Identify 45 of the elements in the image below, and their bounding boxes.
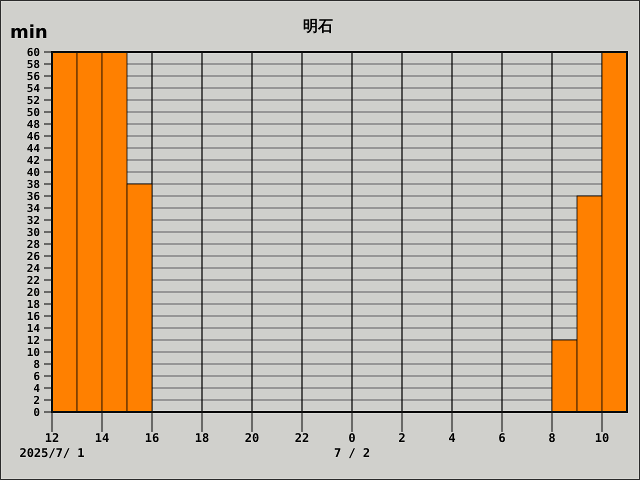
y-tick-label: 12 <box>26 334 40 347</box>
y-tick-label: 10 <box>26 346 40 359</box>
x-tick-label: 12 2025/7/ 1 <box>19 431 85 460</box>
y-tick-label: 26 <box>26 250 40 263</box>
y-tick-label: 30 <box>26 226 40 239</box>
y-tick-label: 24 <box>26 262 40 275</box>
y-tick-label: 4 <box>33 382 40 395</box>
y-tick-label: 46 <box>26 130 40 143</box>
x-tick-label: 16 <box>144 431 160 445</box>
x-tick-label: 10 <box>594 431 610 445</box>
x-tick-label: 22 <box>294 431 310 445</box>
y-tick-label: 2 <box>33 394 40 407</box>
y-tick-label: 18 <box>26 298 40 311</box>
x-tick-label: 18 <box>194 431 210 445</box>
chart-title: 明石 <box>303 17 333 35</box>
y-tick-label: 44 <box>26 142 40 155</box>
y-tick-label: 60 <box>26 46 40 59</box>
y-tick-label: 6 <box>33 370 40 383</box>
x-tick-label: 0 7 / 2 <box>334 431 370 460</box>
y-tick-label: 38 <box>26 178 40 191</box>
y-tick-label: 22 <box>26 274 40 287</box>
y-tick-label: 34 <box>26 202 40 215</box>
y-tick-label: 56 <box>26 70 40 83</box>
y-tick-label: 36 <box>26 190 40 203</box>
y-axis-title: min <box>10 22 48 43</box>
y-tick-label: 20 <box>26 286 40 299</box>
y-tick-label: 0 <box>33 406 40 419</box>
x-tick-label: 6 <box>498 431 506 445</box>
y-tick-label: 16 <box>26 310 40 323</box>
y-tick-label: 32 <box>26 214 40 227</box>
x-tick-label: 8 <box>548 431 556 445</box>
y-tick-label: 8 <box>33 358 40 371</box>
y-tick-label: 58 <box>26 58 40 71</box>
y-tick-label: 28 <box>26 238 40 251</box>
y-tick-label: 48 <box>26 118 40 131</box>
x-tick-label: 20 <box>244 431 260 445</box>
y-tick-label: 50 <box>26 106 40 119</box>
x-tick-label: 2 <box>398 431 406 445</box>
x-tick-label: 14 <box>94 431 110 445</box>
y-tick-label: 52 <box>26 94 40 107</box>
x-tick-label: 4 <box>448 431 456 445</box>
y-tick-label: 40 <box>26 166 40 179</box>
y-tick-label: 42 <box>26 154 40 167</box>
y-tick-label: 54 <box>26 82 40 95</box>
y-tick-label: 14 <box>26 322 40 335</box>
